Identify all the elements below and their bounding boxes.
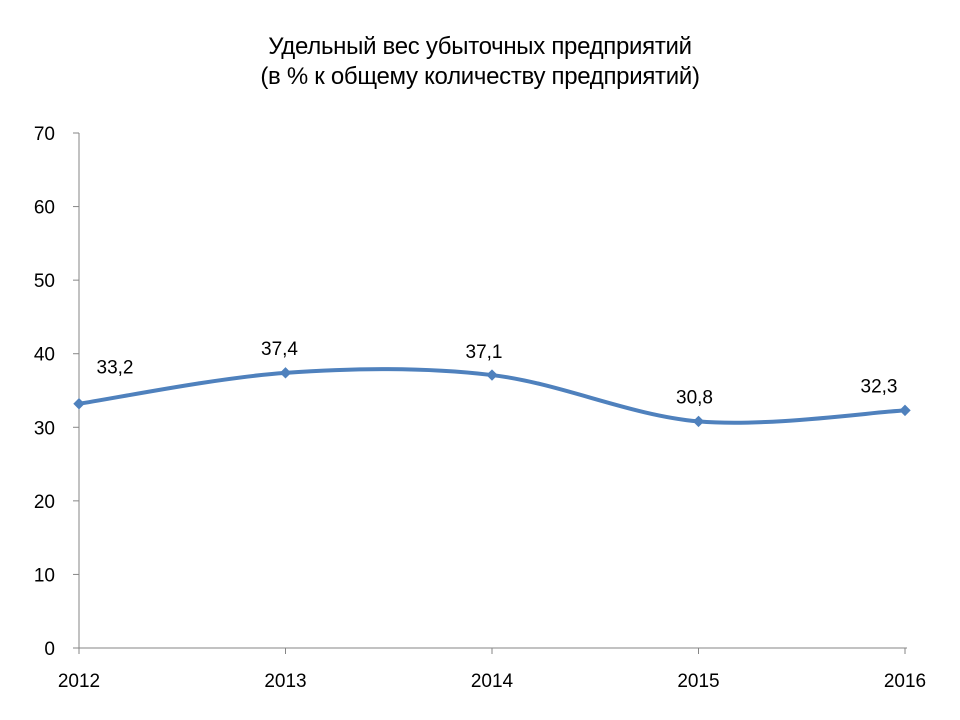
y-tick-label: 30 [34,418,55,439]
data-point-marker [486,369,498,381]
x-tick-label: 2012 [58,671,100,692]
y-tick-label: 50 [34,271,55,292]
x-tick-label: 2013 [264,671,306,692]
data-point-marker [73,398,85,410]
y-tick-label: 40 [34,345,55,366]
chart-title: Удельный вес убыточных предприятий [268,33,692,60]
x-tick-label: 2015 [677,671,719,692]
data-label: 37,4 [261,339,298,360]
data-point-marker [692,415,705,428]
chart-title-block: Удельный вес убыточных предприятий (в % … [0,32,960,92]
data-point-marker [279,367,292,379]
data-label: 33,2 [97,358,134,379]
y-tick-label: 60 [34,198,55,219]
data-label: 32,3 [861,376,898,397]
y-tick-label: 20 [34,492,55,513]
data-point-marker [899,404,911,417]
data-label: 30,8 [676,387,713,408]
data-label: 37,1 [466,342,503,363]
y-tick-label: 0 [44,639,55,660]
y-tick-label: 70 [34,124,55,145]
chart-subtitle: (в % к общему количеству предприятий) [260,63,700,90]
x-tick-label: 2016 [884,671,926,692]
x-tick-label: 2014 [471,671,514,692]
y-tick-label: 10 [34,565,55,586]
